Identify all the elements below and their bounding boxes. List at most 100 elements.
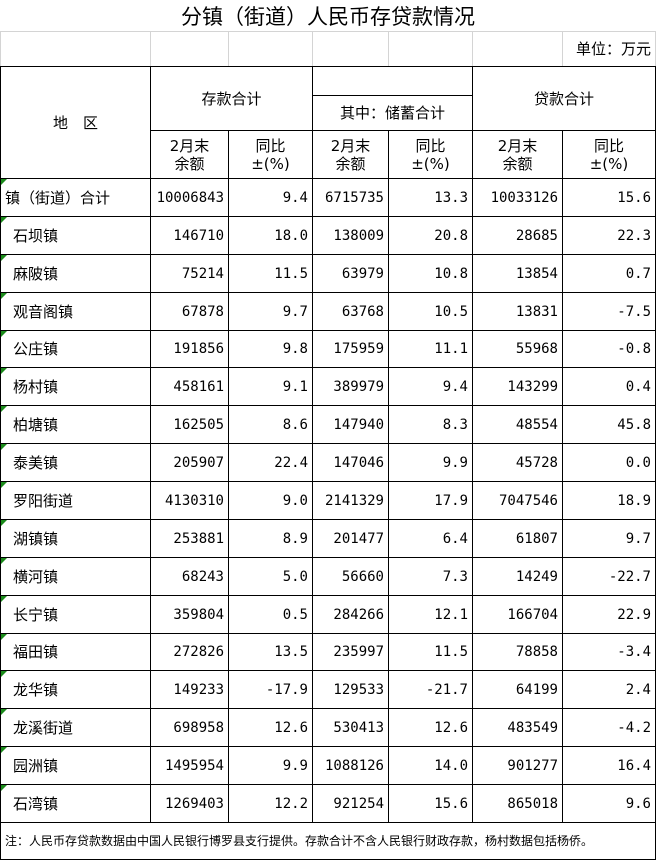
sub-header: 2月末 余额	[312, 130, 389, 179]
value: 143299	[472, 367, 563, 406]
region-name: 罗阳街道	[0, 481, 151, 520]
value: 16.4	[562, 746, 656, 785]
value: 9.4	[388, 367, 473, 406]
value: 901277	[472, 746, 563, 785]
grid-cell	[228, 31, 313, 67]
value: 129533	[312, 670, 389, 709]
value: 146710	[150, 216, 229, 255]
value: 17.9	[388, 481, 473, 520]
value: -22.7	[562, 557, 656, 596]
value: 253881	[150, 519, 229, 558]
region-name: 龙溪街道	[0, 708, 151, 747]
value: 6715735	[312, 178, 389, 217]
value: 9.9	[228, 746, 313, 785]
value: 75214	[150, 254, 229, 293]
savings-header: 其中：储蓄合计	[312, 95, 473, 131]
value: 22.3	[562, 216, 656, 255]
value: 8.6	[228, 405, 313, 444]
grid-cell	[150, 31, 229, 67]
value: 45.8	[562, 405, 656, 444]
value: 9.6	[562, 784, 656, 823]
value: 530413	[312, 708, 389, 747]
value: 12.6	[388, 708, 473, 747]
value: 14.0	[388, 746, 473, 785]
value: 149233	[150, 670, 229, 709]
value: -21.7	[388, 670, 473, 709]
value: 0.5	[228, 595, 313, 634]
value: 2141329	[312, 481, 389, 520]
blank-header	[312, 66, 473, 96]
value: 22.9	[562, 595, 656, 634]
value: 13.3	[388, 178, 473, 217]
region-name: 龙华镇	[0, 670, 151, 709]
value: 11.5	[388, 633, 473, 671]
value: 359804	[150, 595, 229, 634]
region-name: 观音阁镇	[0, 292, 151, 331]
value: 18.9	[562, 481, 656, 520]
value: -17.9	[228, 670, 313, 709]
value: 1269403	[150, 784, 229, 823]
value: 389979	[312, 367, 389, 406]
value: 28685	[472, 216, 563, 255]
region-header: 地 区	[0, 66, 151, 179]
region-name: 福田镇	[0, 633, 151, 671]
value: 67878	[150, 292, 229, 331]
value: 6.4	[388, 519, 473, 558]
value: 9.4	[228, 178, 313, 217]
value: 1088126	[312, 746, 389, 785]
value: 147940	[312, 405, 389, 444]
region-name: 石湾镇	[0, 784, 151, 823]
deposit-header: 存款合计	[150, 66, 313, 131]
value: 9.1	[228, 367, 313, 406]
value: 12.6	[228, 708, 313, 747]
value: 147046	[312, 443, 389, 482]
value: 13.5	[228, 633, 313, 671]
value: 13854	[472, 254, 563, 293]
value: 68243	[150, 557, 229, 596]
value: -0.8	[562, 330, 656, 368]
region-name: 横河镇	[0, 557, 151, 596]
value: 483549	[472, 708, 563, 747]
value: 698958	[150, 708, 229, 747]
value: 272826	[150, 633, 229, 671]
value: 5.0	[228, 557, 313, 596]
value: 175959	[312, 330, 389, 368]
value: -4.2	[562, 708, 656, 747]
region-name: 柏塘镇	[0, 405, 151, 444]
value: 0.4	[562, 367, 656, 406]
unit: 单位：万元	[472, 31, 656, 67]
value: 9.9	[388, 443, 473, 482]
region-name: 杨村镇	[0, 367, 151, 406]
note: 注：人民币存贷款数据由中国人民银行博罗县支行提供。存款合计不含人民银行财政存款，…	[0, 822, 656, 860]
value: 9.8	[228, 330, 313, 368]
value: 8.3	[388, 405, 473, 444]
value: 15.6	[388, 784, 473, 823]
value: 0.7	[562, 254, 656, 293]
value: 235997	[312, 633, 389, 671]
value: 56660	[312, 557, 389, 596]
value: 458161	[150, 367, 229, 406]
region-name: 镇（街道）合计	[0, 178, 151, 217]
value: 12.1	[388, 595, 473, 634]
value: 8.9	[228, 519, 313, 558]
value: 1495954	[150, 746, 229, 785]
grid-cell	[312, 31, 389, 67]
region-name: 湖镇镇	[0, 519, 151, 558]
value: 166704	[472, 595, 563, 634]
sub-header: 2月末 余额	[472, 130, 563, 179]
value: 9.7	[228, 292, 313, 331]
value: 2.4	[562, 670, 656, 709]
value: 9.0	[228, 481, 313, 520]
value: -7.5	[562, 292, 656, 331]
value: 11.1	[388, 330, 473, 368]
value: 10006843	[150, 178, 229, 217]
value: 7.3	[388, 557, 473, 596]
value: 162505	[150, 405, 229, 444]
value: 284266	[312, 595, 389, 634]
value: -3.4	[562, 633, 656, 671]
title: 分镇（街道）人民币存贷款情况	[181, 5, 475, 29]
value: 9.7	[562, 519, 656, 558]
value: 921254	[312, 784, 389, 823]
value: 4130310	[150, 481, 229, 520]
